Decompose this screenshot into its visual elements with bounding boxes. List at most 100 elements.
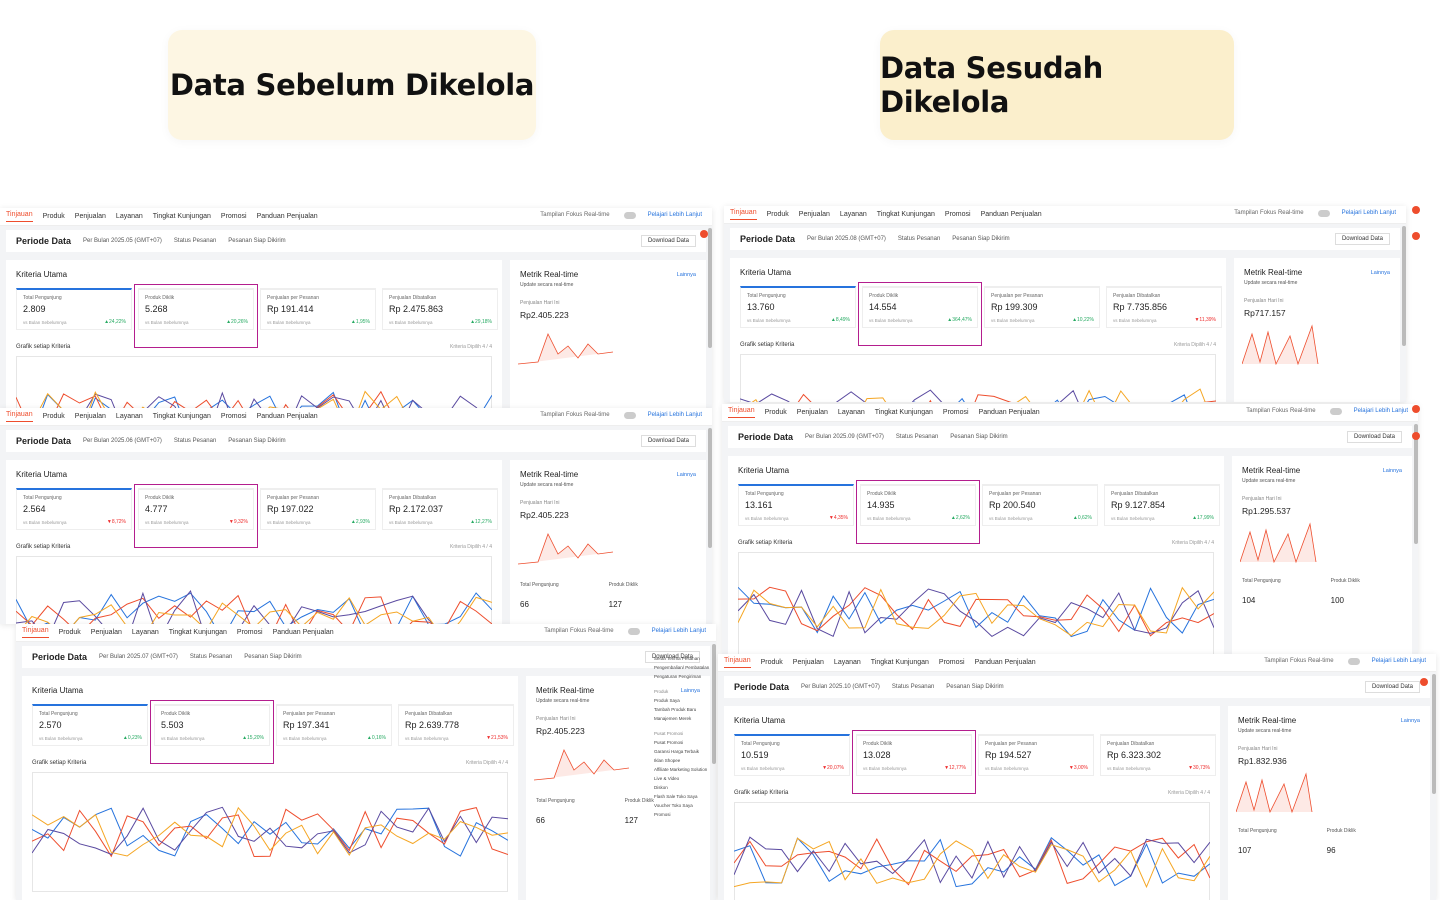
side-menu-item[interactable]: Diskon (654, 785, 668, 790)
realtime-more-link[interactable]: Lainnya (1370, 270, 1390, 276)
tab-promosi[interactable]: Promosi (944, 211, 971, 218)
tab-panduan-penjualan[interactable]: Panduan Penjualan (980, 211, 1042, 218)
period-select[interactable]: Per Bulan 2025.05 (GMT+07) (83, 238, 162, 244)
metric-total-pengunjung[interactable]: Total Pengunjung 13.760 vs Bulan Sebelumny… (740, 286, 856, 328)
metric-penjualan-dibatalkan[interactable]: Penjualan Dibatalkan Rp 2.172.037 vs Bulan… (382, 488, 498, 530)
period-select[interactable]: Per Bulan 2025.06 (GMT+07) (83, 438, 162, 444)
side-menu-item[interactable]: Produk Saya (654, 698, 680, 703)
scrollbar[interactable] (1432, 674, 1436, 794)
kriteria-dipilih[interactable]: Kriteria Dipilih 4 / 4 (1172, 540, 1214, 546)
realtime-more-link[interactable]: Lainnya (680, 688, 700, 694)
tab-penjualan[interactable]: Penjualan (792, 659, 824, 666)
tab-tinjauan[interactable]: Tinjauan (730, 209, 757, 220)
tab-promosi[interactable]: Promosi (942, 409, 969, 416)
side-menu-item[interactable]: Affiliate Marketing Solution (654, 767, 708, 772)
side-menu-item[interactable]: Pengembalian/ Pembatalan (654, 665, 710, 670)
metric-produk-diklik[interactable]: Produk Diklik 4.777 vs Bulan Sebelumnya ▼9,… (138, 488, 254, 530)
kriteria-dipilih[interactable]: Kriteria Dipilih 4 / 4 (1168, 790, 1210, 796)
metric-produk-diklik[interactable]: Produk Diklik 13.028 vs Bulan Sebelumnya ▼1… (856, 734, 972, 776)
side-menu-item[interactable]: Pusat Promosi (654, 731, 684, 736)
side-menu-item[interactable]: Produk (654, 689, 669, 694)
learn-more-link[interactable]: Pelajari Lebih Lanjut (1371, 658, 1426, 664)
tab-tingkat-kunjungan[interactable]: Tingkat Kunjungan (876, 211, 935, 218)
tab-layanan[interactable]: Layanan (839, 211, 867, 218)
tab-penjualan[interactable]: Penjualan (798, 211, 830, 218)
download-button[interactable]: Download Data (1346, 431, 1402, 443)
metric-total-pengunjung[interactable]: Total Pengunjung 2.809 vs Bulan Sebelumnya… (16, 288, 132, 330)
side-menu-item[interactable]: Voucher Toko Saya (654, 803, 693, 808)
tab-penjualan[interactable]: Penjualan (796, 409, 828, 416)
tab-panduan-penjualan[interactable]: Panduan Penjualan (256, 413, 318, 420)
kriteria-dipilih[interactable]: Kriteria Dipilih 4 / 4 (1174, 342, 1216, 348)
chat-icon[interactable] (700, 230, 708, 238)
metric-produk-diklik[interactable]: Produk Diklik 5.503 vs Bulan Sebelumnya ▲15… (154, 704, 270, 746)
tab-tinjauan[interactable]: Tinjauan (728, 407, 755, 418)
chat-icon[interactable] (1412, 206, 1420, 214)
status-select[interactable]: Pesanan Siap Dikirim (228, 438, 286, 444)
tab-panduan-penjualan[interactable]: Panduan Penjualan (978, 409, 1040, 416)
tab-layanan[interactable]: Layanan (837, 409, 865, 416)
realtime-focus-toggle[interactable] (1347, 658, 1360, 665)
tab-tinjauan[interactable]: Tinjauan (6, 411, 33, 422)
tab-tingkat-kunjungan[interactable]: Tingkat Kunjungan (874, 409, 933, 416)
download-button[interactable]: Download Data (644, 651, 700, 663)
metric-penjualan-dibatalkan[interactable]: Penjualan Dibatalkan Rp 6.323.302 vs Bulan… (1100, 734, 1216, 776)
tab-panduan-penjualan[interactable]: Panduan Penjualan (974, 659, 1036, 666)
metric-penjualan-dibatalkan[interactable]: Penjualan Dibatalkan Rp 2.639.778 vs Bulan… (398, 704, 514, 746)
side-menu-item[interactable]: Pengaturan Pengiriman (654, 674, 702, 679)
period-select[interactable]: Per Bulan 2025.08 (GMT+07) (807, 236, 886, 242)
tab-produk[interactable]: Produk (58, 629, 81, 636)
scrollbar[interactable] (1402, 226, 1406, 346)
chat-icon[interactable] (1420, 678, 1428, 686)
metric-penjualan-per-pesanan[interactable]: Penjualan per Pesanan Rp 191.414 vs Bulan … (260, 288, 376, 330)
tab-tingkat-kunjungan[interactable]: Tingkat Kunjungan (152, 413, 211, 420)
chat-icon[interactable] (1412, 432, 1420, 440)
period-select[interactable]: Per Bulan 2025.07 (GMT+07) (99, 654, 178, 660)
learn-more-link[interactable]: Pelajari Lebih Lanjut (1353, 408, 1408, 414)
realtime-focus-toggle[interactable] (1317, 210, 1330, 217)
learn-more-link[interactable]: Pelajari Lebih Lanjut (651, 628, 706, 634)
side-menu-item[interactable]: Garansi Harga Terbaik (654, 749, 699, 754)
metric-penjualan-dibatalkan[interactable]: Penjualan Dibatalkan Rp 9.127.854 vs Bulan… (1104, 484, 1220, 526)
metric-total-pengunjung[interactable]: Total Pengunjung 13.161 vs Bulan Sebelumny… (738, 484, 854, 526)
kriteria-dipilih[interactable]: Kriteria Dipilih 4 / 4 (466, 760, 508, 766)
status-select[interactable]: Pesanan Siap Dikirim (950, 434, 1008, 440)
realtime-focus-toggle[interactable] (623, 412, 636, 419)
kriteria-dipilih[interactable]: Kriteria Dipilih 4 / 4 (450, 344, 492, 350)
side-menu-item[interactable]: Tambah Produk Baru (654, 707, 697, 712)
tab-tingkat-kunjungan[interactable]: Tingkat Kunjungan (168, 629, 227, 636)
tab-penjualan[interactable]: Penjualan (90, 629, 122, 636)
side-menu-item[interactable]: Manajemen Merek (654, 716, 692, 721)
side-menu-item[interactable]: Serah Terima Pesanan (654, 656, 700, 661)
chat-icon[interactable] (1412, 232, 1420, 240)
metric-total-pengunjung[interactable]: Total Pengunjung 2.564 vs Bulan Sebelumnya… (16, 488, 132, 530)
side-menu-item[interactable]: Iklan Shopee (654, 758, 681, 763)
tab-tingkat-kunjungan[interactable]: Tingkat Kunjungan (870, 659, 929, 666)
realtime-focus-toggle[interactable] (627, 628, 640, 635)
tab-layanan[interactable]: Layanan (131, 629, 159, 636)
metric-penjualan-dibatalkan[interactable]: Penjualan Dibatalkan Rp 7.735.856 vs Bulan… (1106, 286, 1222, 328)
tab-panduan-penjualan[interactable]: Panduan Penjualan (256, 213, 318, 220)
side-menu-item[interactable]: Flash Sale Toko Saya (654, 794, 698, 799)
metric-penjualan-dibatalkan[interactable]: Penjualan Dibatalkan Rp 2.475.863 vs Bulan… (382, 288, 498, 330)
realtime-more-link[interactable]: Lainnya (676, 472, 696, 478)
tab-produk[interactable]: Produk (760, 659, 783, 666)
metric-produk-diklik[interactable]: Produk Diklik 14.935 vs Bulan Sebelumnya ▲2… (860, 484, 976, 526)
tab-layanan[interactable]: Layanan (115, 413, 143, 420)
metric-total-pengunjung[interactable]: Total Pengunjung 10.519 vs Bulan Sebelumny… (734, 734, 850, 776)
scrollbar[interactable] (708, 428, 712, 548)
scrollbar[interactable] (712, 644, 716, 764)
tab-tinjauan[interactable]: Tinjauan (6, 211, 33, 222)
side-menu-item[interactable]: Pusat Promosi (654, 740, 684, 745)
metric-penjualan-per-pesanan[interactable]: Penjualan per Pesanan Rp 197.341 vs Bulan … (276, 704, 392, 746)
metric-penjualan-per-pesanan[interactable]: Penjualan per Pesanan Rp 194.527 vs Bulan … (978, 734, 1094, 776)
side-menu-item[interactable]: Promosi (654, 812, 671, 817)
status-select[interactable]: Pesanan Siap Dikirim (952, 236, 1010, 242)
tab-promosi[interactable]: Promosi (220, 413, 247, 420)
tab-tinjauan[interactable]: Tinjauan (724, 657, 751, 668)
metric-produk-diklik[interactable]: Produk Diklik 14.554 vs Bulan Sebelumnya ▲3… (862, 286, 978, 328)
tab-tingkat-kunjungan[interactable]: Tingkat Kunjungan (152, 213, 211, 220)
realtime-more-link[interactable]: Lainnya (676, 272, 696, 278)
kriteria-dipilih[interactable]: Kriteria Dipilih 4 / 4 (450, 544, 492, 550)
tab-produk[interactable]: Produk (42, 213, 65, 220)
